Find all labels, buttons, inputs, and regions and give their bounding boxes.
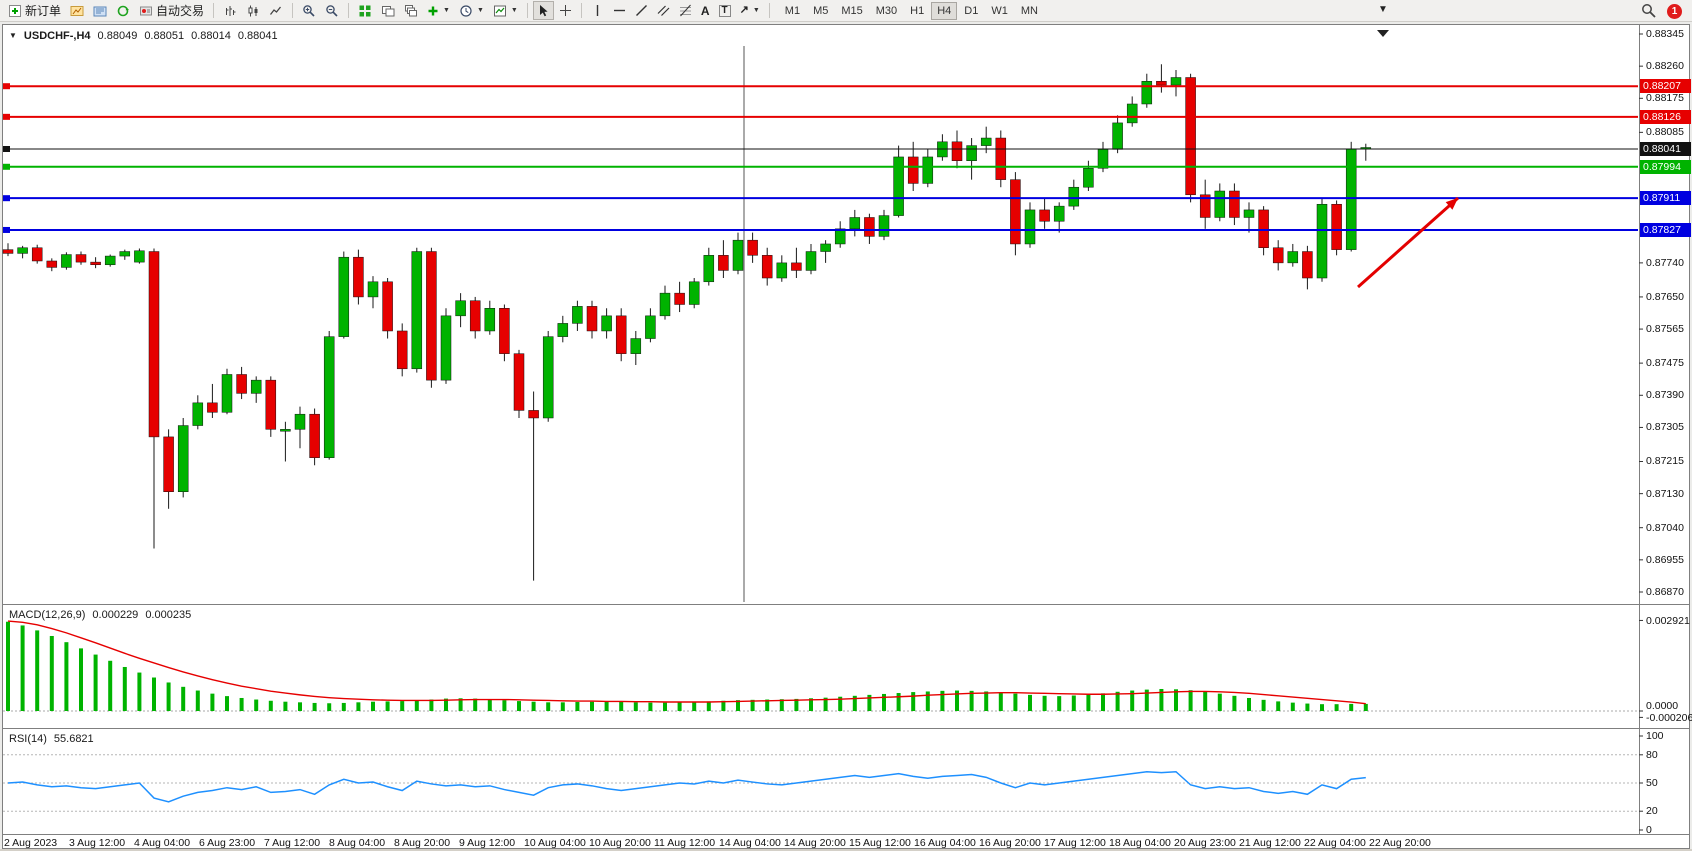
- ohlc-low: 0.88014: [191, 30, 231, 42]
- fibonacci-icon: [679, 4, 692, 17]
- rsi-name: RSI(14): [9, 733, 47, 745]
- plus-icon: [427, 5, 439, 17]
- arrow-shape-icon: ↗: [739, 4, 749, 16]
- macd-panel-label: MACD(12,26,9) 0.000229 0.000235: [9, 609, 191, 621]
- toolbar-separator: [348, 3, 350, 18]
- line-chart-icon: [269, 4, 283, 18]
- toolbar-separator: [768, 3, 770, 18]
- timeframe-m5-button[interactable]: M5: [807, 2, 834, 20]
- toolbar-overflow-icon[interactable]: ▼: [1378, 4, 1388, 15]
- timeframe-h4-button[interactable]: H4: [931, 1, 958, 20]
- new-order-icon: [8, 4, 22, 18]
- channel-icon: [657, 4, 670, 17]
- indicator-icon: [493, 4, 507, 18]
- macd-name: MACD(12,26,9): [9, 609, 86, 621]
- bar-chart-button[interactable]: [219, 1, 241, 20]
- zoom-in-button[interactable]: [298, 1, 320, 20]
- profiles-button[interactable]: [89, 1, 111, 20]
- auto-trading-icon: [139, 4, 153, 18]
- timeframe-d1-button[interactable]: D1: [958, 2, 984, 20]
- notification-badge[interactable]: 1: [1667, 3, 1682, 19]
- cascade-windows-button[interactable]: [400, 1, 422, 20]
- search-icon[interactable]: [1641, 3, 1657, 19]
- new-order-label: 新订单: [25, 4, 62, 18]
- ohlc-close: 0.88041: [237, 30, 278, 42]
- horizontal-line-icon: [613, 4, 626, 17]
- toolbar-separator: [213, 3, 215, 18]
- auto-trading-label: 自动交易: [156, 4, 205, 18]
- cursor-icon: [537, 4, 550, 17]
- chart-header: ▼ USDCHF-,H4 0.88049 0.88051 0.88014 0.8…: [9, 30, 278, 42]
- cascade-windows-icon: [404, 4, 418, 18]
- chevron-down-icon: ▼: [476, 7, 484, 14]
- auto-trading-button[interactable]: 自动交易: [135, 1, 208, 20]
- arrange-windows-button[interactable]: [377, 1, 399, 20]
- zoom-out-icon: [325, 4, 339, 18]
- line-chart-button[interactable]: [265, 1, 287, 20]
- horizontal-scrollbar[interactable]: [0, 849, 1692, 851]
- label-tool-icon: T: [718, 4, 731, 17]
- zoom-in-icon: [302, 4, 316, 18]
- zoom-out-button[interactable]: [321, 1, 343, 20]
- candlestick-chart-button[interactable]: [242, 1, 264, 20]
- arrange-windows-icon: [381, 4, 395, 18]
- chart-window-icon: [70, 4, 84, 18]
- chart-window: [2, 24, 1690, 849]
- symbol-timeframe-label: USDCHF-,H4: [23, 30, 91, 42]
- arrows-tool-button[interactable]: ↗ ▼: [736, 1, 764, 20]
- label-tool-button[interactable]: T: [715, 1, 735, 20]
- chevron-down-icon: ▼: [752, 7, 760, 14]
- timeframe-toolbar: M1 M5 M15 M30 H1 H4 D1 W1 MN: [779, 1, 1044, 20]
- toolbar-right-group: 1: [1641, 3, 1682, 19]
- fibonacci-tool-button[interactable]: [675, 1, 696, 20]
- toolbar-separator: [292, 3, 294, 18]
- candlestick-chart-icon: [246, 4, 260, 18]
- period-button[interactable]: ▼: [455, 1, 488, 20]
- chevron-down-icon: ▼: [510, 7, 518, 14]
- main-toolbar: 新订单 自动交易: [0, 0, 1692, 22]
- trendline-tool-button[interactable]: [631, 1, 652, 20]
- timeframe-m15-button[interactable]: M15: [835, 2, 868, 20]
- refresh-button[interactable]: [112, 1, 134, 20]
- tile-windows-icon: [358, 4, 372, 18]
- rsi-value: 55.6821: [53, 733, 94, 745]
- clock-icon: [459, 4, 473, 18]
- crosshair-button[interactable]: [555, 1, 576, 20]
- timeframe-w1-button[interactable]: W1: [985, 2, 1014, 20]
- rsi-panel-label: RSI(14) 55.6821: [9, 733, 94, 745]
- profiles-icon: [93, 4, 107, 18]
- timeframe-m1-button[interactable]: M1: [779, 2, 806, 20]
- refresh-icon: [116, 4, 130, 18]
- bar-chart-icon: [223, 4, 237, 18]
- open-chart-button[interactable]: [66, 1, 88, 20]
- new-chart-button[interactable]: ▼: [423, 1, 454, 20]
- toolbar-separator: [580, 3, 582, 18]
- vertical-line-tool-button[interactable]: [587, 1, 608, 20]
- horizontal-line-tool-button[interactable]: [609, 1, 630, 20]
- text-tool-icon: A: [700, 3, 710, 18]
- tile-windows-button[interactable]: [354, 1, 376, 20]
- ohlc-open: 0.88049: [97, 30, 138, 42]
- indicators-button[interactable]: ▼: [489, 1, 522, 20]
- macd-main-value: 0.000229: [92, 609, 139, 621]
- channel-tool-button[interactable]: [653, 1, 674, 20]
- cursor-button[interactable]: [532, 1, 554, 20]
- timeframe-mn-button[interactable]: MN: [1015, 2, 1044, 20]
- text-tool-button[interactable]: A: [697, 1, 714, 20]
- timeframe-m30-button[interactable]: M30: [870, 2, 903, 20]
- vertical-line-icon: [591, 4, 604, 17]
- toolbar-separator: [526, 3, 528, 18]
- crosshair-icon: [559, 4, 572, 17]
- chevron-down-icon: ▼: [443, 7, 450, 14]
- ohlc-high: 0.88051: [144, 30, 185, 42]
- one-click-panel-toggle-icon[interactable]: ▼: [9, 31, 17, 40]
- timeframe-h1-button[interactable]: H1: [904, 2, 930, 20]
- macd-signal-value: 0.000235: [145, 609, 192, 621]
- new-order-button[interactable]: 新订单: [4, 1, 65, 20]
- trendline-icon: [635, 4, 648, 17]
